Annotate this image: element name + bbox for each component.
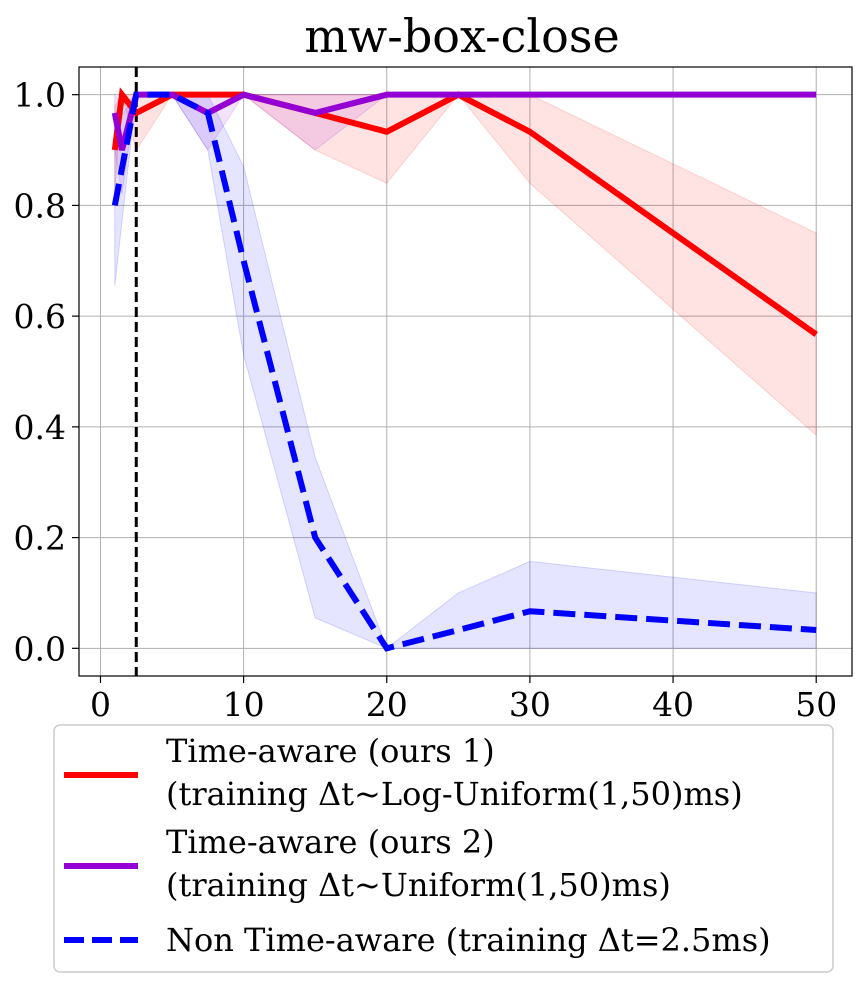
chart-title: mw-box-close (304, 9, 619, 63)
legend-label-1: Time-aware (ours 1) (166, 732, 495, 770)
x-tick-label: 10 (223, 685, 265, 724)
legend-sublabel-1: (training Δt~Log-Uniform(1,50)ms) (166, 775, 743, 813)
legend-box (53, 724, 834, 973)
series-lines (111, 87, 818, 652)
series-3-band (114, 94, 817, 650)
legend-label-2: Time-aware (ours 2) (166, 823, 495, 861)
y-tick-label: 0.4 (14, 408, 66, 447)
x-tick-label: 30 (509, 685, 551, 724)
y-tick-label: 1.0 (14, 76, 66, 115)
y-tick-label: 0.8 (14, 186, 66, 225)
y-tick-label: 0.2 (14, 519, 66, 558)
x-tick-label: 20 (366, 685, 408, 724)
x-tick-label: 40 (652, 685, 694, 724)
y-tick-label: 0.6 (14, 297, 66, 336)
axis-ticks: 0 10 20 30 40 50 0.0 0.2 0.4 0.6 0.8 1.0 (14, 76, 838, 724)
legend-sublabel-2: (training Δt~Uniform(1,50)ms) (166, 866, 671, 904)
x-tick-label: 0 (90, 685, 111, 724)
series-3-line (111, 91, 817, 652)
plot-frame (78, 66, 853, 677)
y-tick-label: 0.0 (14, 629, 66, 668)
legend: Time-aware (ours 1) (training Δt~Log-Unif… (53, 724, 834, 973)
legend-label-3: Non Time-aware (training Δt=2.5ms) (166, 921, 771, 959)
confidence-bands (114, 92, 817, 650)
x-tick-label: 50 (795, 685, 837, 724)
